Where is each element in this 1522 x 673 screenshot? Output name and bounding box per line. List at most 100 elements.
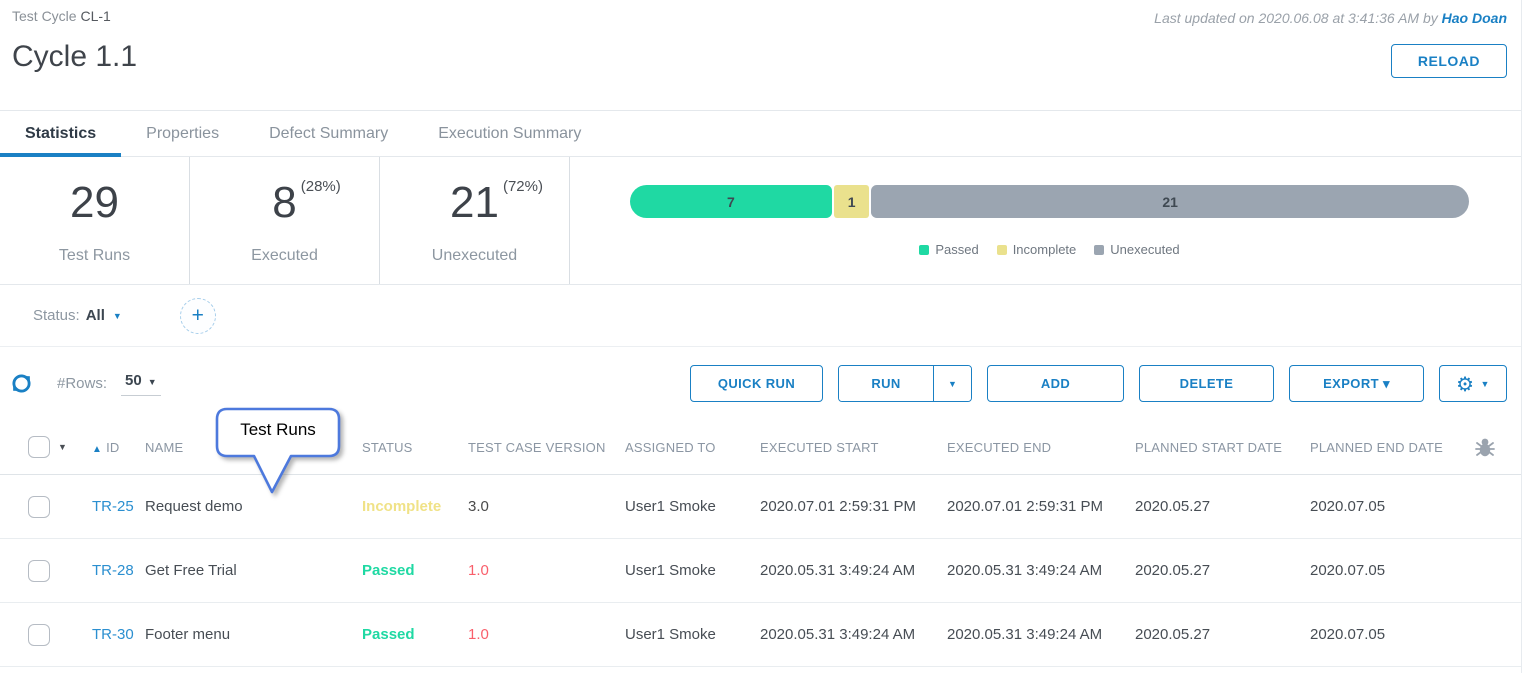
chevron-down-icon: ▼ xyxy=(147,376,157,387)
table-toolbar: #Rows: 50 ▼ QUICK RUN RUN ▼ ADD DELETE EX… xyxy=(0,347,1521,420)
planned-start-date: 2020.05.27 xyxy=(1135,626,1211,643)
select-all-checkbox[interactable] xyxy=(28,436,50,458)
chevron-down-icon: ▼ xyxy=(1480,378,1490,389)
executed-start: 2020.07.01 2:59:31 PM xyxy=(760,498,916,515)
progress-segment-passed: 7 xyxy=(630,185,832,218)
executed-end: 2020.05.31 3:49:24 AM xyxy=(947,562,1103,579)
add-filter-button[interactable]: + xyxy=(179,297,216,334)
header-right: Last updated on 2020.06.08 at 3:41:36 AM… xyxy=(1154,8,1507,110)
refresh-button[interactable] xyxy=(12,374,31,393)
stat-unexecuted: 21 (72%) Unexecuted xyxy=(380,157,570,284)
table-body: TR-25 Request demo Incomplete 3.0 User1 Smok… xyxy=(0,475,1521,667)
testrun-name: Get Free Trial xyxy=(145,562,237,579)
last-updated: Last updated on 2020.06.08 at 3:41:36 AM… xyxy=(1154,10,1507,26)
status-filter-dropdown[interactable]: All xyxy=(85,307,105,324)
progress-legend: Passed Incomplete Unexecuted xyxy=(630,242,1469,257)
legend-label: Passed xyxy=(935,242,979,257)
column-header-assigned-to[interactable]: ASSIGNED TO xyxy=(625,439,716,455)
execution-progress: 7 1 21 Passed Incomplete Unexecuted xyxy=(570,157,1521,284)
bug-icon xyxy=(1475,438,1495,457)
last-updated-text: Last updated on 2020.06.08 at 3:41:36 AM… xyxy=(1154,10,1438,26)
tab-statistics[interactable]: Statistics xyxy=(0,111,122,157)
stat-unexecuted-value: 21 (72%) xyxy=(450,177,543,227)
status-badge: Passed xyxy=(362,626,415,643)
status-filter-label: Status: xyxy=(33,307,80,324)
column-header-executed-start[interactable]: EXECUTED START xyxy=(760,439,879,455)
delete-button[interactable]: DELETE xyxy=(1139,365,1274,402)
stat-executed-value: 8 (28%) xyxy=(272,177,341,227)
tab-defect-summary[interactable]: Defect Summary xyxy=(269,124,389,142)
table-row[interactable]: TR-30 Footer menu Passed 1.0 User1 Smoke 2020… xyxy=(0,603,1521,667)
last-updated-user-link[interactable]: Hao Doan xyxy=(1441,10,1507,26)
stat-executed-percent: (28%) xyxy=(300,177,341,195)
row-select-cell xyxy=(28,495,92,518)
row-checkbox[interactable] xyxy=(28,559,50,582)
legend-swatch-incomplete xyxy=(996,244,1007,255)
testrun-id-link[interactable]: TR-28 xyxy=(92,562,134,579)
planned-start-date: 2020.05.27 xyxy=(1135,498,1211,515)
rows-count-label: #Rows: xyxy=(57,375,108,392)
column-header-id[interactable]: ▲ ID xyxy=(92,439,120,455)
rows-count-select[interactable]: 50 ▼ xyxy=(121,372,161,396)
legend-item-passed: Passed xyxy=(919,242,979,257)
stat-test-runs-value: 29 xyxy=(70,177,119,227)
progress-bar: 7 1 21 xyxy=(630,185,1469,218)
stat-executed: 8 (28%) Executed xyxy=(190,157,380,284)
column-header-name[interactable]: NAME xyxy=(145,439,184,455)
run-dropdown-caret[interactable]: ▼ xyxy=(933,366,971,401)
quick-run-button[interactable]: QUICK RUN xyxy=(690,365,823,402)
test-case-version: 1.0 xyxy=(468,626,489,643)
reload-button[interactable]: RELOAD xyxy=(1390,44,1507,78)
column-header-planned-start-date[interactable]: PLANNED START DATE xyxy=(1135,439,1283,455)
progress-segment-incomplete: 1 xyxy=(833,185,870,218)
legend-label: Unexecuted xyxy=(1110,242,1180,257)
stat-unexecuted-percent: (72%) xyxy=(502,177,543,195)
executed-end: 2020.05.31 3:49:24 AM xyxy=(947,626,1103,643)
settings-button[interactable]: ⚙ ▼ xyxy=(1439,365,1507,402)
stat-executed-label: Executed xyxy=(251,246,318,264)
select-menu-caret[interactable]: ▼ xyxy=(58,442,67,452)
row-select-cell xyxy=(28,623,92,646)
executed-start: 2020.05.31 3:49:24 AM xyxy=(760,562,916,579)
column-header-planned-end-date[interactable]: PLANNED END DATE xyxy=(1310,439,1443,455)
column-header-defects[interactable] xyxy=(1472,434,1521,460)
breadcrumb-id: CL-1 xyxy=(80,8,111,24)
testrun-id-link[interactable]: TR-25 xyxy=(92,498,134,515)
legend-item-unexecuted: Unexecuted xyxy=(1094,242,1180,257)
chevron-down-icon[interactable]: ▼ xyxy=(112,310,122,321)
row-checkbox[interactable] xyxy=(28,623,50,646)
row-checkbox[interactable] xyxy=(28,495,50,518)
legend-item-incomplete: Incomplete xyxy=(996,242,1076,257)
toolbar-buttons: QUICK RUN RUN ▼ ADD DELETE EXPORT ▾ ⚙ ▼ xyxy=(690,365,1507,402)
status-badge: Incomplete xyxy=(362,498,442,515)
run-split-button: RUN ▼ xyxy=(838,365,972,402)
executed-end: 2020.07.01 2:59:31 PM xyxy=(947,498,1103,515)
column-header-status[interactable]: STATUS xyxy=(362,439,413,455)
add-button[interactable]: ADD xyxy=(987,365,1124,402)
export-button[interactable]: EXPORT ▾ xyxy=(1289,365,1424,402)
planned-end-date: 2020.07.05 xyxy=(1310,498,1386,515)
breadcrumb-type: Test Cycle xyxy=(12,8,77,24)
column-header-test-case-version[interactable]: TEST CASE VERSION xyxy=(468,439,606,455)
table-header: ▼ ▲ ID NAME STATUS TEST CASE VERSION ASSI… xyxy=(0,420,1521,475)
run-button[interactable]: RUN xyxy=(839,366,933,401)
tab-properties[interactable]: Properties xyxy=(146,124,220,142)
tab-bar: Statistics Properties Defect Summary Execut… xyxy=(0,110,1521,157)
test-runs-callout-text: Test Runs xyxy=(240,420,316,439)
testrun-id-link[interactable]: TR-30 xyxy=(92,626,134,643)
filter-row: Status: All ▼ + xyxy=(0,285,1521,347)
table-row[interactable]: TR-25 Request demo Incomplete 3.0 User1 Smok… xyxy=(0,475,1521,539)
row-select-cell xyxy=(28,559,92,582)
assigned-to: User1 Smoke xyxy=(625,562,716,579)
legend-swatch-unexecuted xyxy=(1094,244,1105,255)
stat-test-runs-label: Test Runs xyxy=(58,246,131,264)
progress-segment-unexecuted: 21 xyxy=(871,185,1469,218)
column-header-executed-end[interactable]: EXECUTED END xyxy=(947,439,1052,455)
page-title: Cycle 1.1 xyxy=(12,40,138,73)
executed-start: 2020.05.31 3:49:24 AM xyxy=(760,626,916,643)
planned-end-date: 2020.07.05 xyxy=(1310,562,1386,579)
tab-execution-summary[interactable]: Execution Summary xyxy=(438,124,582,142)
legend-swatch-passed xyxy=(919,244,930,255)
table-row[interactable]: TR-28 Get Free Trial Passed 1.0 User1 Smoke 2… xyxy=(0,539,1521,603)
